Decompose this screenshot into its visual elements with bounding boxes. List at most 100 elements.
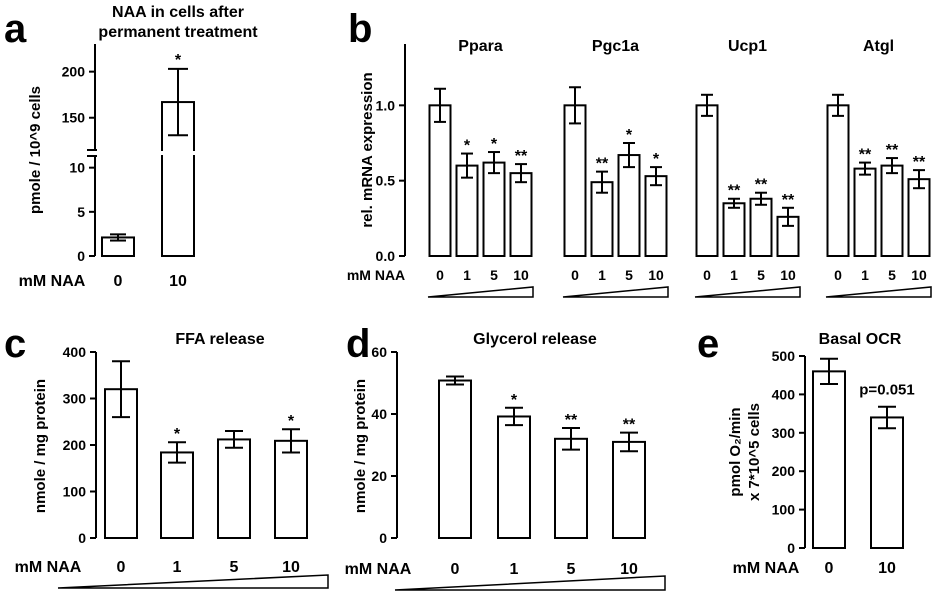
panel-d-significance: ** xyxy=(565,412,578,429)
panel-e-pvalue-annotation: p=0.051 xyxy=(859,382,914,399)
panel-b-significance: ** xyxy=(755,177,768,194)
panel-c-xtick-label: 0 xyxy=(117,559,126,576)
panel-d-dose-wedge xyxy=(394,575,666,591)
panel-b-bar xyxy=(617,154,641,257)
panel-e-ylabel-line2: x 7*10^5 cells xyxy=(746,403,763,501)
panel-b-bar xyxy=(722,202,746,257)
panel-b-xtick-label: 10 xyxy=(648,267,664,283)
panel-b-gene-label: Ucp1 xyxy=(728,38,767,55)
panel-b-bar xyxy=(509,172,533,257)
panel-b-bar xyxy=(455,164,479,258)
panel-b-bar xyxy=(826,104,850,258)
panel-b-dose-wedge xyxy=(825,286,932,298)
panel-d-ytick-label: 20 xyxy=(371,468,387,484)
panel-a-bar-break-gap xyxy=(161,151,195,155)
panel-a-ytick-label: 200 xyxy=(62,64,86,80)
panel-b-xtick-label: 0 xyxy=(436,267,444,283)
panel-letter-c: c xyxy=(4,322,26,366)
panel-b-xtick-label: 5 xyxy=(490,267,498,283)
panel-c-ytick-label: 200 xyxy=(63,437,87,453)
panel-letter-a: a xyxy=(4,7,27,51)
panel-a-xprefix: mM NAA xyxy=(19,273,86,290)
panel-d-bar xyxy=(612,440,646,539)
panel-b-dose-wedge xyxy=(694,286,801,298)
panel-e-xtick-label: 0 xyxy=(825,560,834,577)
panel-c-bar xyxy=(217,438,251,540)
panel-b-bar xyxy=(880,164,904,258)
panel-a-xtick-label: 0 xyxy=(114,273,123,290)
panel-c-title: FFA release xyxy=(175,331,264,348)
panel-b-xprefix: mM NAA xyxy=(347,267,405,283)
panel-a-ytick-label: 0 xyxy=(77,248,85,264)
panel-b-xtick-label: 0 xyxy=(571,267,579,283)
panel-d-bar xyxy=(497,415,531,540)
panel-b-xtick-label: 1 xyxy=(861,267,869,283)
panel-e-ytick-label: 400 xyxy=(772,386,796,402)
panel-d-ytick-label: 0 xyxy=(379,530,387,546)
panel-e-ytick-label: 200 xyxy=(772,463,796,479)
panel-b-gene-label: Atgl xyxy=(863,38,894,55)
panel-d-xtick-label: 0 xyxy=(451,561,460,578)
panel-b-xtick-label: 10 xyxy=(780,267,796,283)
panel-c-xtick-label: 10 xyxy=(282,559,300,576)
panel-b-significance: ** xyxy=(886,142,899,159)
panel-b-significance: ** xyxy=(859,147,872,164)
panel-d-title: Glycerol release xyxy=(473,331,597,348)
panel-e-bar xyxy=(870,416,904,549)
panel-a-ytick-label: 150 xyxy=(62,110,86,126)
panel-b-xtick-label: 1 xyxy=(730,267,738,283)
panel-b-bar xyxy=(695,104,719,258)
panel-b-ytick-label: 1.0 xyxy=(376,97,396,113)
panel-c-dose-wedge xyxy=(57,574,329,589)
panel-b-bar xyxy=(853,167,877,257)
panel-b-significance: ** xyxy=(782,192,795,209)
panel-b-bar xyxy=(907,178,931,257)
panel-d-ytick-label: 60 xyxy=(371,344,387,360)
panel-c-ytick-label: 400 xyxy=(63,344,87,360)
panel-b-xtick-label: 1 xyxy=(598,267,606,283)
panel-d-ylabel: nmole / mg protein xyxy=(352,379,369,513)
panel-b-xtick-label: 5 xyxy=(757,267,765,283)
panel-e-xprefix: mM NAA xyxy=(733,560,800,577)
panel-e-ytick-label: 100 xyxy=(772,502,796,518)
panel-b-dose-wedge xyxy=(427,286,534,298)
panel-c-bar xyxy=(274,439,308,539)
panel-b-bar xyxy=(482,161,506,257)
panel-b-significance: ** xyxy=(515,148,528,165)
panel-letter-e: e xyxy=(697,322,719,366)
panel-d-bar xyxy=(438,379,472,539)
panel-a-title-line2: permanent treatment xyxy=(98,24,258,41)
panel-b-xtick-label: 10 xyxy=(911,267,927,283)
panel-b-significance: ** xyxy=(596,156,609,173)
panel-d-xprefix: mM NAA xyxy=(345,561,412,578)
panel-letter-d: d xyxy=(346,322,370,366)
panel-a-axis-break-gap xyxy=(92,151,98,155)
panel-b-significance: * xyxy=(626,127,633,144)
panel-b-bar xyxy=(644,175,668,257)
panel-c-ytick-label: 100 xyxy=(63,484,87,500)
panel-a-xtick-label: 10 xyxy=(169,273,187,290)
panel-b-xtick-label: 5 xyxy=(625,267,633,283)
panel-b-xtick-label: 0 xyxy=(834,267,842,283)
panel-c-significance: * xyxy=(174,426,181,443)
panel-b-significance: ** xyxy=(728,183,741,200)
panel-d-bar xyxy=(554,437,588,539)
panel-e-ytick-label: 500 xyxy=(772,348,796,364)
panel-b-bar xyxy=(749,197,773,258)
panel-c-significance: * xyxy=(288,413,295,430)
panel-c-xtick-label: 5 xyxy=(230,559,239,576)
panel-b-dose-wedge xyxy=(562,286,669,298)
panel-b-xtick-label: 0 xyxy=(703,267,711,283)
panel-b-significance: * xyxy=(464,138,471,155)
panel-b-significance: * xyxy=(491,136,498,153)
panel-e-ylabel-line1: pmol O₂/min xyxy=(727,407,744,496)
panel-b-gene-label: Pgc1a xyxy=(592,38,639,55)
panel-c-xprefix: mM NAA xyxy=(15,559,82,576)
panel-letter-b: b xyxy=(348,7,372,51)
panel-b-bar xyxy=(428,104,452,258)
panel-e-bar xyxy=(812,370,846,549)
panel-c-ytick-label: 300 xyxy=(63,391,87,407)
panel-b-xtick-label: 10 xyxy=(513,267,529,283)
